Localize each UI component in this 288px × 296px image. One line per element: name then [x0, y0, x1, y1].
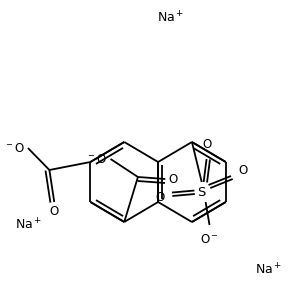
Text: O: O [239, 163, 248, 176]
Text: O: O [50, 205, 59, 218]
Text: $^-$O: $^-$O [4, 141, 25, 155]
Text: S: S [198, 186, 206, 199]
Text: O: O [168, 173, 177, 186]
Text: Na$^+$: Na$^+$ [255, 262, 282, 278]
Text: O$^-$: O$^-$ [200, 233, 219, 246]
Text: $^-$O: $^-$O [86, 152, 108, 165]
Text: Na$^+$: Na$^+$ [157, 10, 184, 26]
Text: O: O [202, 138, 211, 151]
Text: Na$^+$: Na$^+$ [15, 217, 42, 233]
Text: O: O [155, 191, 164, 204]
